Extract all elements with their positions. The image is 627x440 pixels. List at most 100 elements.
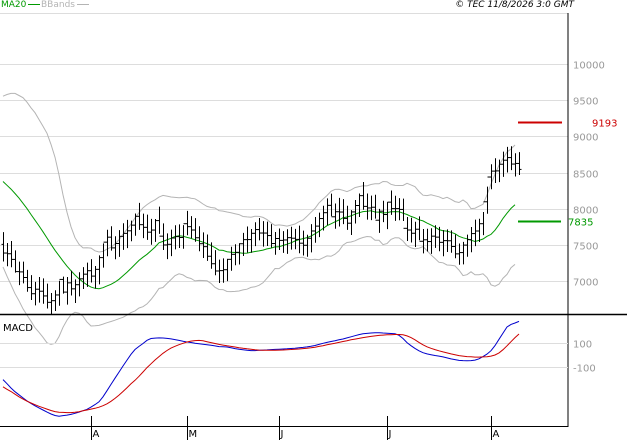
price-bar [461,241,466,265]
price-bar [165,233,170,260]
price-bar [397,198,402,221]
price-bar [33,281,38,306]
macd-signal-line [2,333,520,414]
macd-axis-ticks: 100 -100 [573,340,596,375]
price-bar [333,203,338,229]
macd-lines [2,320,520,417]
macd-gridlines [0,343,568,368]
price-bar [257,218,262,241]
price-bar [153,218,158,242]
price-bar [85,262,90,287]
price-bar [481,201,486,236]
price-bar [125,219,130,249]
price-tick-label: 8000 [573,206,598,217]
annotation-label: 9193 [592,119,617,130]
price-bar [249,229,254,253]
price-bar [301,230,306,256]
price-bar [137,202,142,230]
date-tick-label: M [189,429,198,440]
price-bar [453,234,458,259]
bb-upper-line [2,92,516,253]
price-bar [25,269,30,292]
price-bar [101,241,106,268]
price-bar [413,221,418,247]
bollinger-bands [2,92,516,345]
price-bar [129,220,134,242]
price-tick-label: 9500 [573,97,598,108]
ma20-legend: MA20 [1,0,41,11]
price-bar [377,208,382,233]
price-bar [417,216,422,242]
price-plot-area [0,13,568,314]
bbands-legend: BBands [41,0,89,11]
price-bar [345,205,350,230]
price-bar [209,242,214,269]
price-bar [29,275,34,300]
price-bar [265,221,270,246]
price-bar [365,193,370,220]
price-bar [393,195,398,221]
price-bar [185,210,190,236]
price-bar [1,232,6,262]
price-bar [285,229,290,254]
price-bar [401,198,406,229]
price-bar [289,226,294,250]
price-bar [53,290,58,312]
price-bar [309,224,314,253]
price-bar [321,205,326,231]
date-tick-label: J [388,429,392,440]
price-bar [93,265,98,289]
price-tick-label: 7000 [573,278,598,289]
price-bar [173,225,178,250]
date-tick-label: A [493,429,500,440]
price-bar [81,267,86,289]
price-bar [429,228,434,254]
price-tick-label: 10000 [573,61,605,72]
price-bar [473,219,478,247]
price-bar [497,159,502,183]
price-bar [5,242,10,267]
price-bar [273,231,278,255]
macd-tick-label: 100 [573,340,592,351]
price-bar [269,224,274,248]
price-bar [317,212,322,238]
copyright-timestamp: © TEC 11/8/2026 3:0 GMT [455,0,574,10]
price-bar [297,225,302,254]
price-bar [217,259,222,284]
price-bar [37,276,42,303]
price-bar [433,225,438,248]
price-gridlines [0,13,568,282]
price-bar [57,278,62,306]
price-bar [477,218,482,242]
price-bar [369,195,374,221]
price-bar [385,201,390,230]
price-bar [233,244,238,266]
price-annotations: 9193 7835 [518,119,617,229]
price-bar [381,200,386,223]
ma20-legend-swatch [28,4,41,5]
price-bar [133,213,138,236]
price-bar [325,198,330,226]
price-bar [241,232,246,256]
date-tick-label: J [280,429,284,440]
price-bar [261,221,266,247]
price-bar [441,230,446,257]
price-bar [437,226,442,252]
price-bar [409,217,414,243]
price-bar [469,227,474,253]
price-bar [517,152,522,176]
price-bar [21,261,26,284]
price-bar [105,229,110,257]
price-bar [13,250,18,273]
price-bar [77,272,82,297]
price-bar [329,193,334,218]
price-bar [421,228,426,254]
chart-header: MA20 BBands © TEC 11/8/2026 3:0 GMT [0,0,627,12]
macd-panel-label: MACD [3,323,33,334]
annotation-label: 7835 [568,218,593,229]
bb-lower-line [2,235,516,345]
price-bar [361,182,366,210]
price-bar [449,230,454,253]
